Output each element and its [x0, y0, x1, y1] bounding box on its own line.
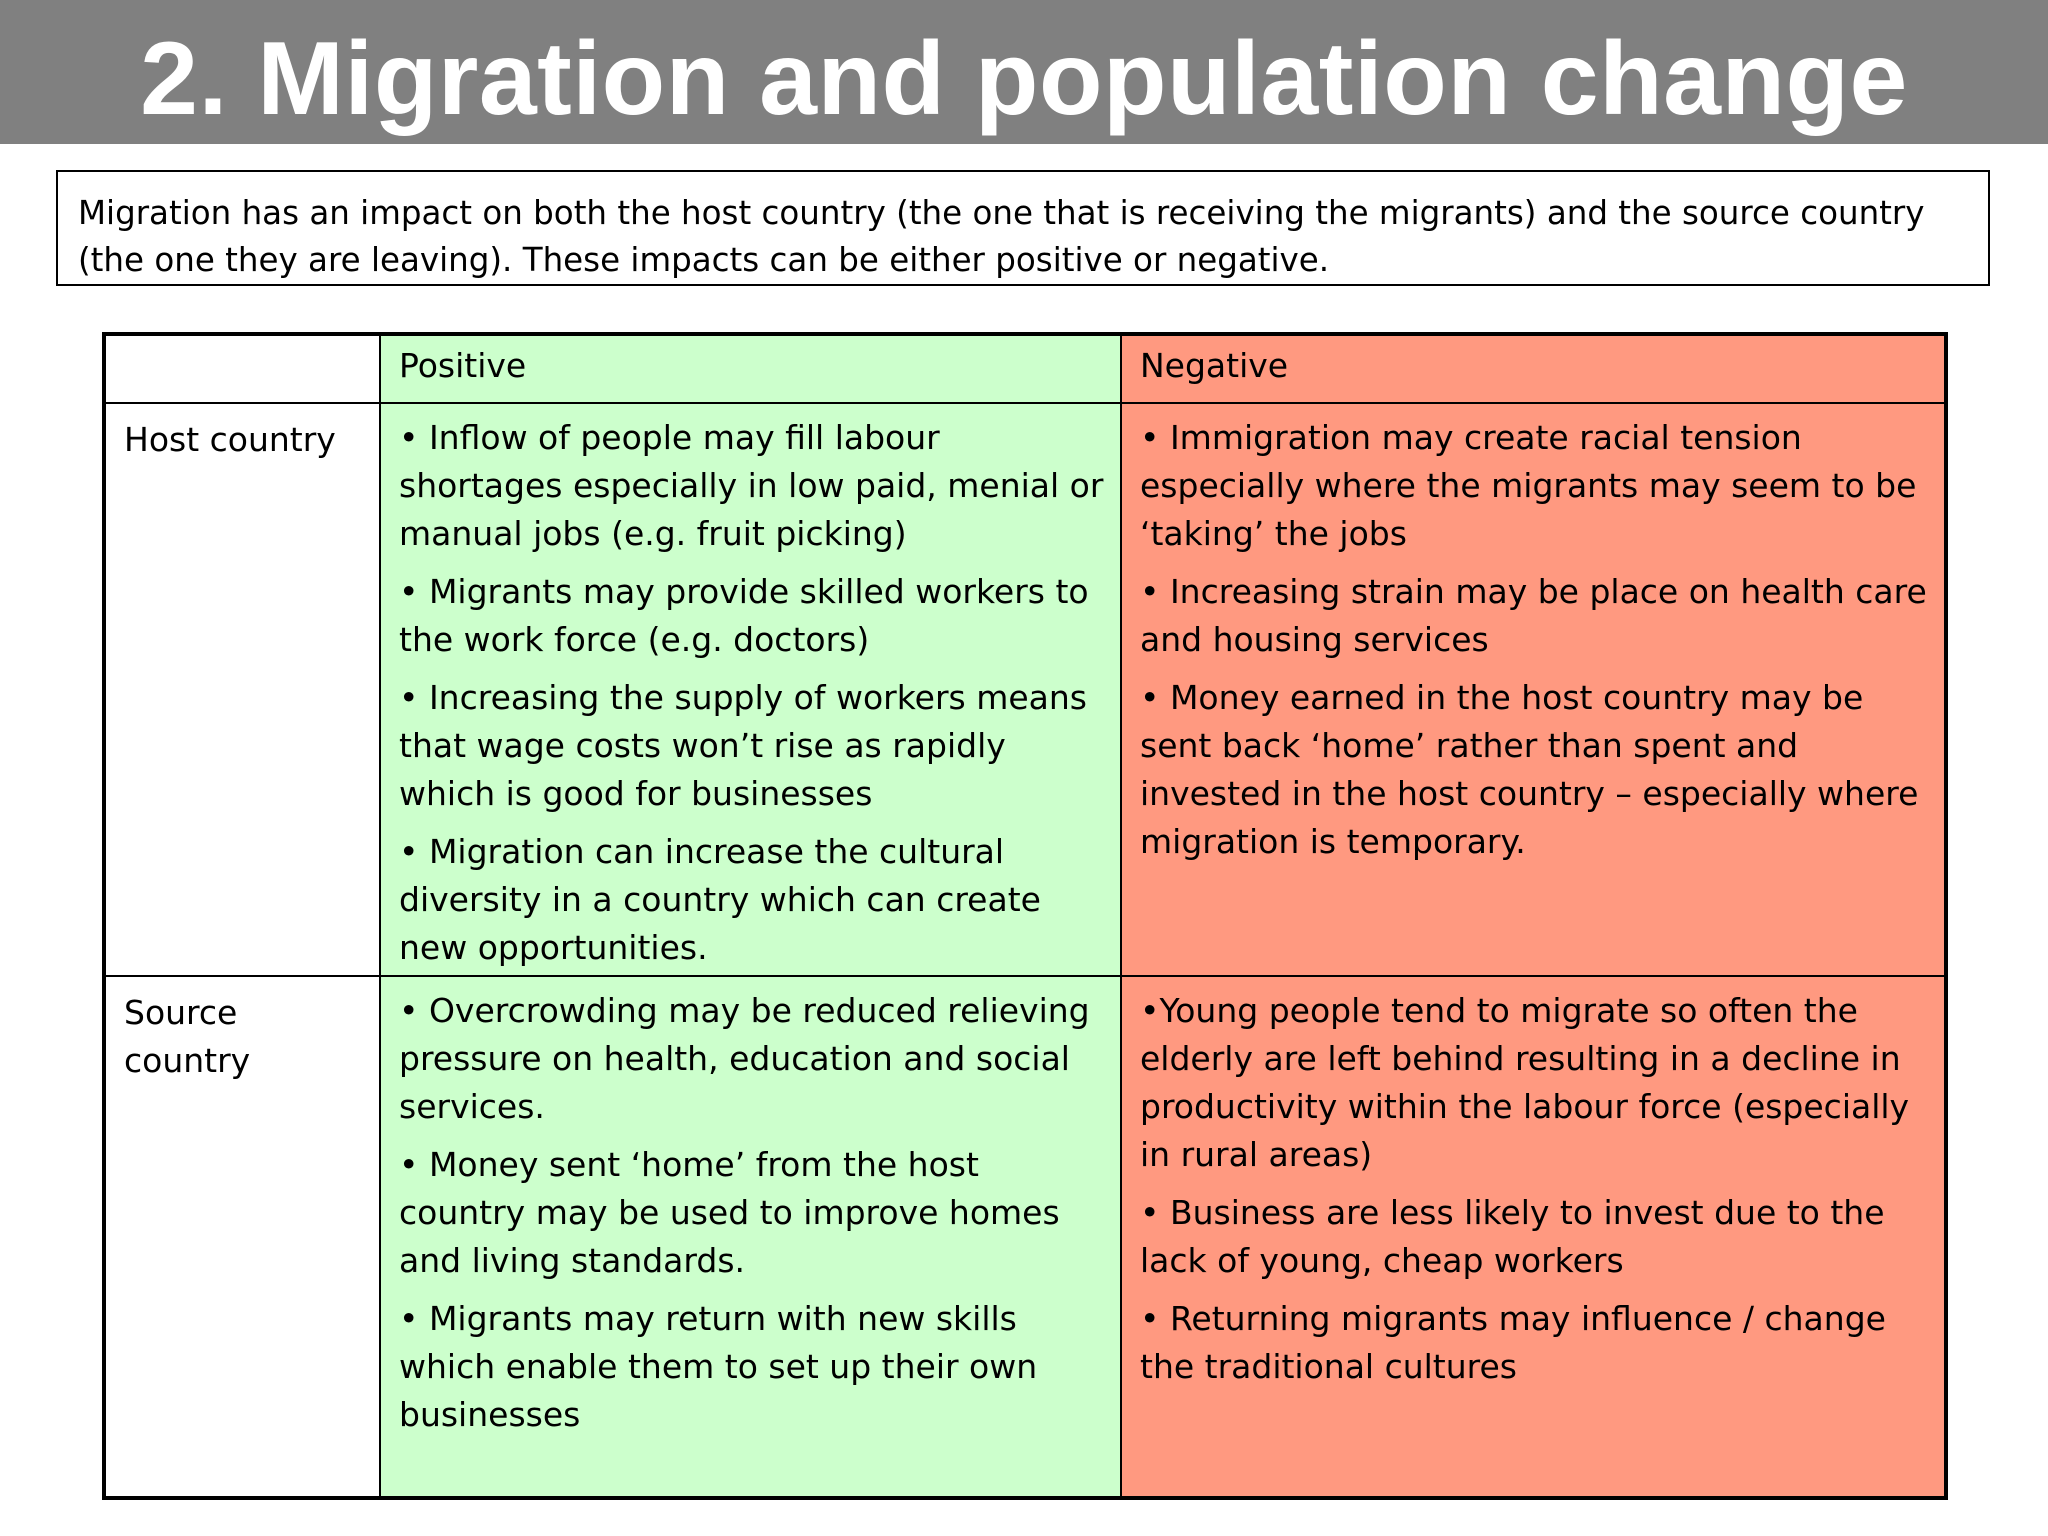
title-bar: [0, 0, 2048, 144]
source-negative-point: • Returning migrants may influence / cha…: [1140, 1299, 1886, 1386]
table-corner-cell: [106, 336, 381, 404]
source-positive-cell: • Overcrowding may be reduced relieving …: [381, 977, 1122, 1496]
host-negative-point: • Immigration may create racial tension …: [1140, 418, 1917, 553]
host-positive-point: • Inflow of people may fill labour short…: [399, 418, 1104, 553]
host-negative-cell: • Immigration may create racial tension …: [1122, 404, 1944, 977]
source-negative-point: •Young people tend to migrate so often t…: [1140, 991, 1910, 1174]
host-positive-point: • Migrants may provide skilled workers t…: [399, 572, 1089, 659]
intro-line-1: Migration has an impact on both the host…: [78, 194, 1925, 232]
row-label-source-country: Source country: [106, 977, 381, 1496]
intro-line-2: (the one they are leaving). These impact…: [78, 241, 1330, 279]
impact-table: Positive Negative Host country • Inflow …: [102, 332, 1948, 1500]
host-positive-point: • Increasing the supply of workers means…: [399, 678, 1087, 813]
source-positive-point: • Overcrowding may be reduced relieving …: [399, 991, 1090, 1126]
row-label-host-country: Host country: [106, 404, 381, 977]
host-positive-point: • Migration can increase the cultural di…: [399, 832, 1041, 967]
source-positive-point: • Migrants may return with new skills wh…: [399, 1299, 1038, 1434]
page-title: 2. Migration and population change: [140, 21, 1908, 137]
negative-column-header: Negative: [1122, 336, 1944, 404]
source-negative-point: • Business are less likely to invest due…: [1140, 1193, 1885, 1280]
positive-column-header: Positive: [381, 336, 1122, 404]
host-negative-point: • Increasing strain may be place on heal…: [1140, 572, 1927, 659]
host-negative-point: • Money earned in the host country may b…: [1140, 678, 1919, 861]
intro-box: Migration has an impact on both the host…: [56, 170, 1990, 286]
host-positive-cell: • Inflow of people may fill labour short…: [381, 404, 1122, 977]
source-positive-point: • Money sent ‘home’ from the host countr…: [399, 1145, 1060, 1280]
source-negative-cell: •Young people tend to migrate so often t…: [1122, 977, 1944, 1496]
